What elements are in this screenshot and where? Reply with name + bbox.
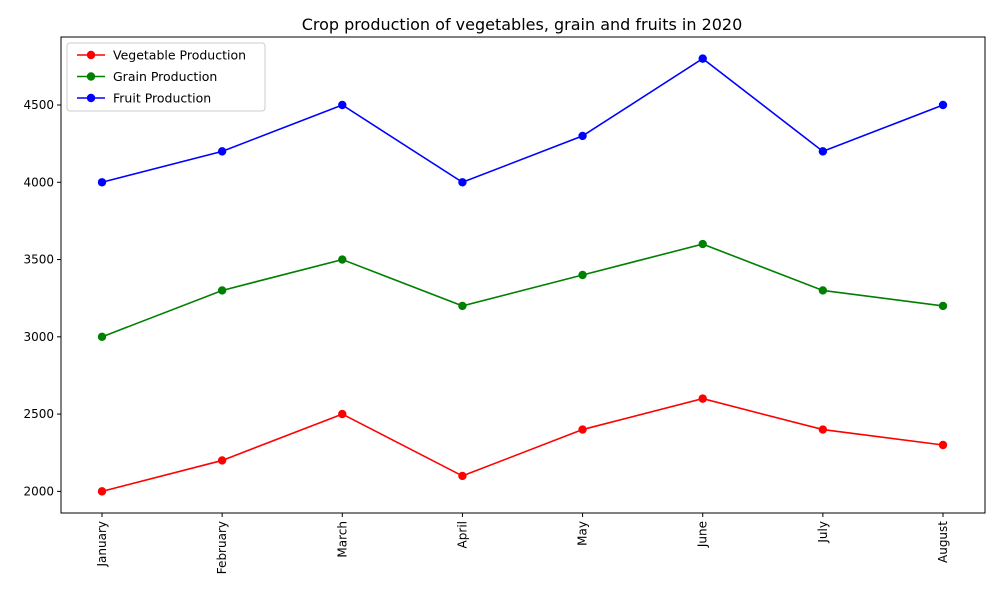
- data-point-grain-production: [938, 301, 948, 311]
- data-point-vegetable-production: [97, 487, 107, 496]
- legend-label: Grain Production: [113, 69, 217, 84]
- legend-swatch-marker: [86, 50, 96, 60]
- data-point-vegetable-production: [578, 425, 587, 434]
- legend-swatch-marker: [86, 72, 96, 81]
- legend-label: Vegetable Production: [113, 48, 246, 63]
- data-point-grain-production: [458, 301, 467, 311]
- data-point-fruit-production: [338, 100, 347, 110]
- series-line-fruit-production: [101, 57, 944, 184]
- data-point-vegetable-production: [338, 409, 347, 419]
- plot-area: [60, 36, 986, 514]
- x-tick-label: August: [936, 521, 950, 563]
- y-tick-label: 3500: [23, 253, 54, 267]
- chart-title: Crop production of vegetables, grain and…: [302, 15, 743, 34]
- data-point-grain-production: [338, 255, 347, 264]
- x-tick-label: June: [696, 521, 710, 548]
- data-point-fruit-production: [458, 178, 467, 187]
- y-tick-label: 3000: [23, 330, 54, 344]
- x-axis: January February March April May June July Augu…: [95, 513, 950, 574]
- data-point-fruit-production: [97, 178, 107, 187]
- y-axis: 2000 2500 3000 3500 4000 4500: [23, 98, 61, 498]
- data-point-grain-production: [818, 286, 828, 295]
- legend-swatch-marker: [86, 93, 96, 103]
- x-tick-label: May: [576, 521, 590, 546]
- x-tick-label: March: [335, 521, 349, 558]
- y-tick-label: 2500: [23, 407, 54, 421]
- x-tick-label: April: [455, 521, 469, 548]
- data-point-grain-production: [578, 270, 587, 280]
- data-point-vegetable-production: [938, 440, 948, 450]
- data-point-fruit-production: [698, 54, 707, 63]
- data-point-fruit-production: [217, 147, 227, 156]
- legend-label: Fruit Production: [113, 91, 211, 106]
- data-point-vegetable-production: [458, 471, 467, 481]
- legend: Vegetable Production Grain Production Frui…: [66, 42, 266, 112]
- data-point-grain-production: [698, 239, 707, 249]
- series-line-vegetable-production: [101, 397, 944, 493]
- data-point-vegetable-production: [818, 425, 828, 434]
- series-layer: [97, 54, 948, 496]
- data-point-grain-production: [217, 286, 227, 295]
- data-point-fruit-production: [578, 131, 587, 141]
- y-tick-label: 2000: [23, 484, 54, 498]
- y-tick-label: 4000: [23, 175, 54, 189]
- x-tick-label: July: [816, 521, 830, 544]
- x-tick-label: January: [95, 521, 109, 568]
- y-tick-label: 4500: [23, 98, 54, 112]
- data-point-fruit-production: [938, 100, 948, 110]
- x-tick-label: February: [215, 521, 229, 574]
- series-line-grain-production: [101, 243, 944, 338]
- data-point-vegetable-production: [217, 456, 227, 465]
- data-point-grain-production: [97, 332, 107, 342]
- data-point-fruit-production: [818, 147, 828, 156]
- data-point-vegetable-production: [698, 394, 707, 403]
- legend-box: [66, 42, 266, 112]
